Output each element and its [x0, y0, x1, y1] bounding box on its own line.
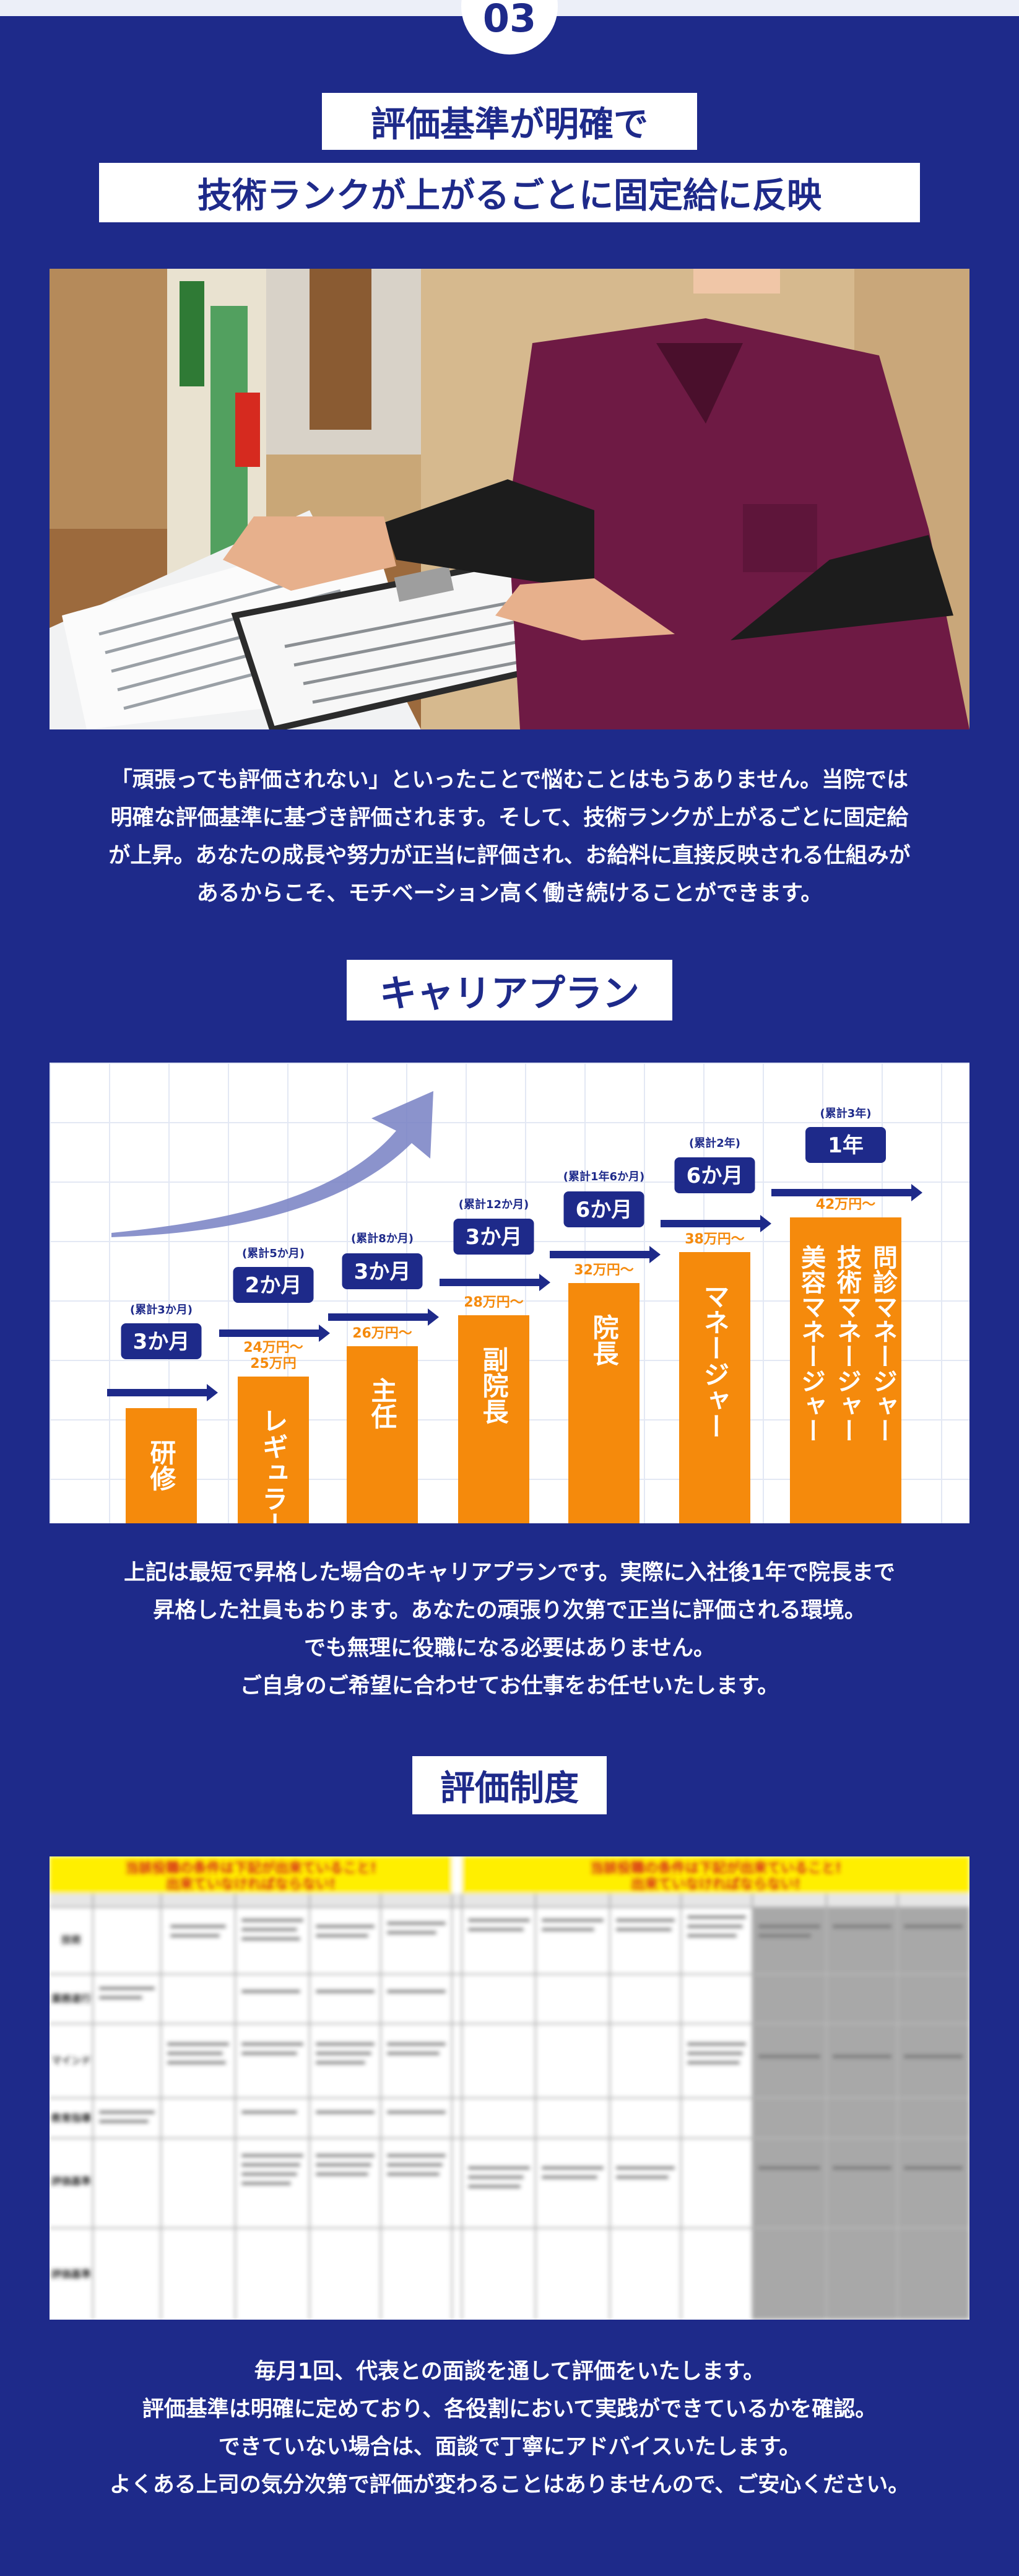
career-role-label-2-1: レギュラー [258, 1408, 288, 1523]
career-duration-box-7 [805, 1127, 886, 1163]
eval-paragraph: 毎月1回、代表との面談を通して評価をいたします。 評価基準は明確に定めており、各… [50, 2353, 969, 2504]
career-role-label-7-2: 技術マネージャー [833, 1245, 862, 1443]
career-duration-4: 3か月 [466, 1225, 523, 1250]
career-line-2: 昇格した社員もおります。あなたの頑張り次第で正当に評価される環境。 [153, 1598, 866, 1623]
career-line-3: でも無理に役職になる必要はありません。 [304, 1636, 715, 1661]
eval-line-3: できていない場合は、面談で丁寧にアドバイスいたします。 [218, 2435, 801, 2460]
career-bar-6 [679, 1252, 750, 1523]
eval-row-label-1: 技術 [61, 1934, 81, 1946]
career-duration-5: 6か月 [576, 1198, 633, 1222]
eval-row-label-5: 評価基準 [51, 2175, 91, 2187]
career-bar-1 [126, 1408, 197, 1523]
career-duration-7: 1年 [828, 1133, 864, 1158]
career-step-arrow-7 [771, 1189, 911, 1196]
career-step-arrowhead-1 [207, 1384, 218, 1401]
eval-banner-left: 当該役職の条件は下記が出来ていること! [125, 1860, 376, 1876]
career-step-arrowhead-5 [649, 1246, 661, 1263]
section-number-badge: 03 [461, 0, 558, 54]
eval-row-label-4: 教育指導 [51, 2112, 91, 2124]
career-role-label-5-1: 院長 [589, 1314, 619, 1366]
career-duration-box-6 [674, 1157, 755, 1193]
career-salary-3-1: 26万円〜 [352, 1326, 412, 1341]
career-role-label-3-1: 主任 [367, 1377, 397, 1429]
career-duration-box-4 [453, 1219, 534, 1255]
career-step-arrow-6 [661, 1220, 760, 1227]
career-salary-2-1: 24万円〜 [243, 1340, 303, 1355]
career-plan-chart: 研修 3か月 (累計3か月) レギュラー 24万円〜 25万円 2か月 (累計5か月) 主任 26… [50, 1063, 969, 1523]
eval-banner-left-sub: 出来ていなければならない! [166, 1877, 336, 1892]
career-duration-1: 3か月 [133, 1329, 190, 1354]
career-role-label-7-3: 美容マネージャー [797, 1245, 826, 1443]
career-duration-box-2 [233, 1267, 314, 1303]
heading-line2: 技術ランクが上がるごとに固定給に反映 [99, 163, 920, 222]
career-cumulative-7: (累計3年) [820, 1107, 872, 1120]
career-step-arrowhead-2 [319, 1325, 330, 1342]
career-step-arrowhead-6 [760, 1215, 771, 1232]
career-step-arrow-5 [550, 1251, 649, 1258]
career-step-arrow-3 [328, 1313, 428, 1321]
heading-line1: 評価基準が明確で [322, 93, 697, 150]
eval-line-1: 毎月1回、代表との面談を通して評価をいたします。 [254, 2359, 765, 2384]
career-bar-5 [568, 1283, 640, 1523]
career-paragraph: 上記は最短で昇格した場合のキャリアプランです。実際に入社後1年で院長まで 昇格し… [50, 1554, 969, 1705]
career-duration-6: 6か月 [687, 1164, 744, 1188]
career-line-4: ご自身のご希望に合わせてお仕事をお任せいたします。 [240, 1674, 779, 1699]
career-plan-heading: キャリアプラン [347, 960, 672, 1020]
career-cumulative-5: (累計1年6か月) [563, 1170, 645, 1183]
intro-line-1: 「頑張っても評価されない」といったことで悩むことはもうありません。当院では [110, 768, 909, 793]
growth-arrow [111, 1091, 433, 1237]
career-duration-3: 3か月 [354, 1260, 411, 1284]
intro-line-3: が上昇。あなたの成長や努力が正当に評価され、お給料に直接反映される仕組みが [108, 843, 911, 868]
career-salary-4-1: 28万円〜 [464, 1295, 524, 1310]
eval-banner-right: 当該役職の条件は下記が出来ていること! [590, 1860, 841, 1876]
career-step-arrowhead-4 [539, 1274, 550, 1291]
career-duration-box-5 [563, 1191, 644, 1227]
evaluation-table: 当該役職の条件は下記が出来ていること! 出来ていなければならない! 当該役職の条… [50, 1856, 969, 2320]
career-step-arrowhead-7 [911, 1184, 922, 1201]
eval-banner-right-sub: 出来ていなければならない! [631, 1877, 800, 1892]
intro-line-4: あるからこそ、モチベーション高く働き続けることができます。 [196, 881, 823, 906]
career-role-label-7-1: 問診マネージャー [869, 1245, 897, 1443]
career-step-arrowhead-3 [428, 1308, 439, 1326]
staff-photo [50, 269, 969, 729]
career-step-arrow-1 [107, 1389, 207, 1396]
eval-row-label-3: マインド [51, 2055, 91, 2066]
career-bar-3 [347, 1346, 418, 1523]
eval-row-label-6: 評価基準 [51, 2268, 91, 2280]
career-salary-5-1: 32万円〜 [574, 1263, 634, 1278]
career-cumulative-2: (累計5か月) [242, 1247, 305, 1260]
career-role-label-4-1: 副院長 [479, 1346, 509, 1424]
career-cumulative-4: (累計12か月) [459, 1198, 529, 1211]
eval-line-2: 評価基準は明確に定めており、各役割において実践ができているかを確認。 [142, 2397, 877, 2422]
career-duration-box-1 [121, 1323, 202, 1359]
intro-paragraph: 「頑張っても評価されない」といったことで悩むことはもうありません。当院では 明確… [50, 762, 969, 913]
intro-line-2: 明確な評価基準に基づき評価されます。そして、技術ランクが上がるごとに固定給 [110, 806, 909, 830]
career-salary-6-1: 38万円〜 [685, 1232, 745, 1247]
career-cumulative-3: (累計8か月) [351, 1232, 414, 1245]
eval-row-label-2: 業務遂行 [51, 1993, 91, 2004]
eval-system-heading: 評価制度 [412, 1756, 607, 1814]
eval-line-4: よくある上司の気分次第で評価が変わることはありませんので、ご安心ください。 [109, 2473, 910, 2497]
career-bar-4 [458, 1315, 529, 1523]
career-duration-2: 2か月 [245, 1273, 302, 1298]
career-step-arrow-4 [440, 1279, 539, 1286]
career-chart-svg: 研修 3か月 (累計3か月) レギュラー 24万円〜25万円 2か月 (累計5か月) 主任 26… [107, 1091, 922, 1523]
career-salary-2-2: 25万円 [250, 1356, 297, 1372]
career-cumulative-6: (累計2年) [689, 1136, 740, 1150]
career-role-label-1-1: 研修 [146, 1439, 176, 1491]
career-line-1: 上記は最短で昇格した場合のキャリアプランです。実際に入社後1年で院長まで [124, 1560, 895, 1585]
career-cumulative-1: (累計3か月) [130, 1303, 193, 1316]
career-salary-7-1: 42万円〜 [816, 1197, 876, 1212]
career-bar-2 [238, 1377, 309, 1523]
career-step-arrow-2 [219, 1329, 319, 1337]
career-bar-7 [790, 1217, 901, 1523]
career-duration-box-3 [342, 1253, 423, 1289]
career-role-label-6-1: マネージャー [700, 1283, 730, 1439]
